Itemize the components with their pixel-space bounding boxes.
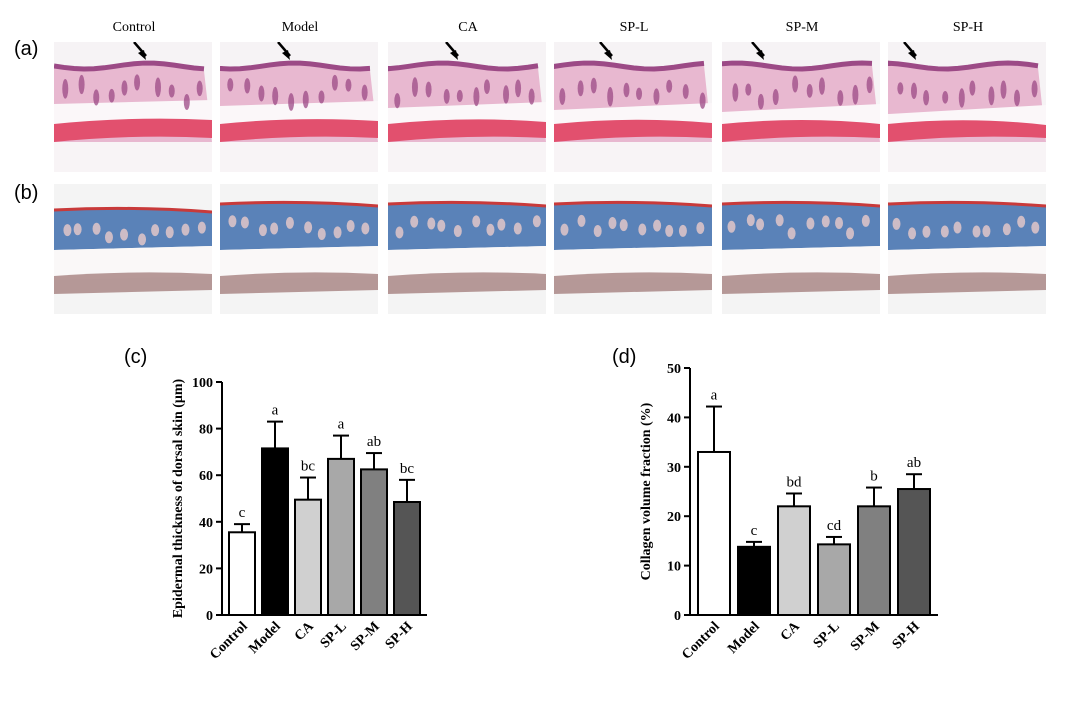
masson-micrograph-control [54, 184, 212, 314]
significance-letter: ab [367, 434, 381, 450]
masson-micrograph-sp-h [888, 184, 1046, 314]
x-tick-label: SP-L [318, 619, 350, 651]
y-tick-label: 60 [199, 469, 213, 484]
chart-collagen-volume-fraction: 0 10 20 30 40 50 Collagen volume fraction (%) a… [639, 362, 938, 663]
y-tick-label: 100 [192, 376, 213, 391]
column-label-ca: CA [458, 20, 478, 35]
bar-model [261, 447, 289, 616]
y-tick-label: 0 [674, 609, 681, 624]
column-label-model: Model [281, 20, 319, 35]
chart-epidermal-thickness: 0 20 40 60 80 100 Epidermal thickness of dorsa… [171, 376, 427, 663]
y-tick-label: 20 [199, 562, 213, 577]
bar-sp-h [393, 500, 421, 616]
x-tick-label: SP-M [848, 619, 883, 654]
significance-letter: c [239, 505, 246, 521]
significance-letter: bc [301, 459, 316, 475]
y-tick-label: 80 [199, 423, 213, 438]
x-tick-label: SP-L [811, 619, 843, 651]
y-axis-label: Epidermal thickness of dorsal skin (μm) [171, 378, 186, 618]
x-tick-label: Control [207, 619, 251, 663]
y-tick-label: 20 [667, 510, 681, 525]
significance-letter: c [751, 523, 758, 539]
panel-label-b: (b) [14, 182, 39, 204]
x-tick-label: SP-M [348, 619, 383, 654]
masson-micrograph-sp-m [722, 184, 880, 314]
significance-letter: bc [400, 461, 415, 477]
significance-letter: cd [827, 518, 842, 534]
bar-sp-l [327, 457, 355, 616]
bar-control [697, 450, 731, 617]
panel-label-d: (d) [612, 346, 637, 368]
x-tick-label: SP-H [890, 619, 923, 652]
significance-letter: a [272, 403, 279, 419]
significance-letter: a [338, 417, 345, 433]
he-micrograph-sp-m [722, 42, 880, 172]
x-tick-label: Model [725, 619, 763, 657]
bar-model [737, 545, 771, 616]
panel-label-c: (c) [124, 346, 148, 368]
bar-sp-m [857, 505, 891, 617]
bar-control [228, 531, 256, 616]
x-tick-label: SP-H [383, 619, 416, 652]
masson-micrograph-model [220, 184, 378, 314]
x-tick-label: CA [778, 619, 804, 645]
masson-micrograph-ca [388, 184, 546, 314]
column-label-sp-m: SP-M [785, 20, 819, 35]
x-tick-label: CA [292, 619, 318, 645]
y-tick-label: 30 [667, 461, 681, 476]
significance-letter: ab [907, 455, 921, 471]
masson-micrograph-sp-l [554, 184, 712, 314]
column-label-sp-h: SP-H [952, 20, 984, 35]
bar-sp-m [360, 468, 388, 616]
x-tick-label: Model [246, 619, 284, 657]
significance-letter: a [711, 388, 718, 404]
significance-letter: b [870, 469, 878, 485]
y-tick-label: 40 [667, 411, 681, 426]
he-micrograph-sp-l [554, 42, 712, 172]
he-micrograph-model [220, 42, 378, 172]
column-label-sp-l: SP-L [619, 20, 649, 35]
panel-label-a: (a) [14, 38, 39, 60]
bar-ca [294, 498, 322, 616]
he-micrograph-ca [388, 42, 546, 172]
y-tick-label: 10 [667, 560, 681, 575]
x-tick-label: Control [679, 619, 723, 663]
column-label-control: Control [112, 20, 156, 35]
bar-sp-l [817, 543, 851, 616]
y-tick-label: 40 [199, 516, 213, 531]
y-axis-label: Collagen volume fraction (%) [639, 402, 654, 580]
y-tick-label: 0 [206, 609, 213, 624]
bar-sp-h [897, 488, 931, 616]
bar-ca [777, 505, 811, 617]
significance-letter: bd [787, 474, 803, 490]
he-micrograph-sp-h [888, 42, 1046, 172]
he-micrograph-control [54, 42, 212, 172]
y-tick-label: 50 [667, 362, 681, 377]
